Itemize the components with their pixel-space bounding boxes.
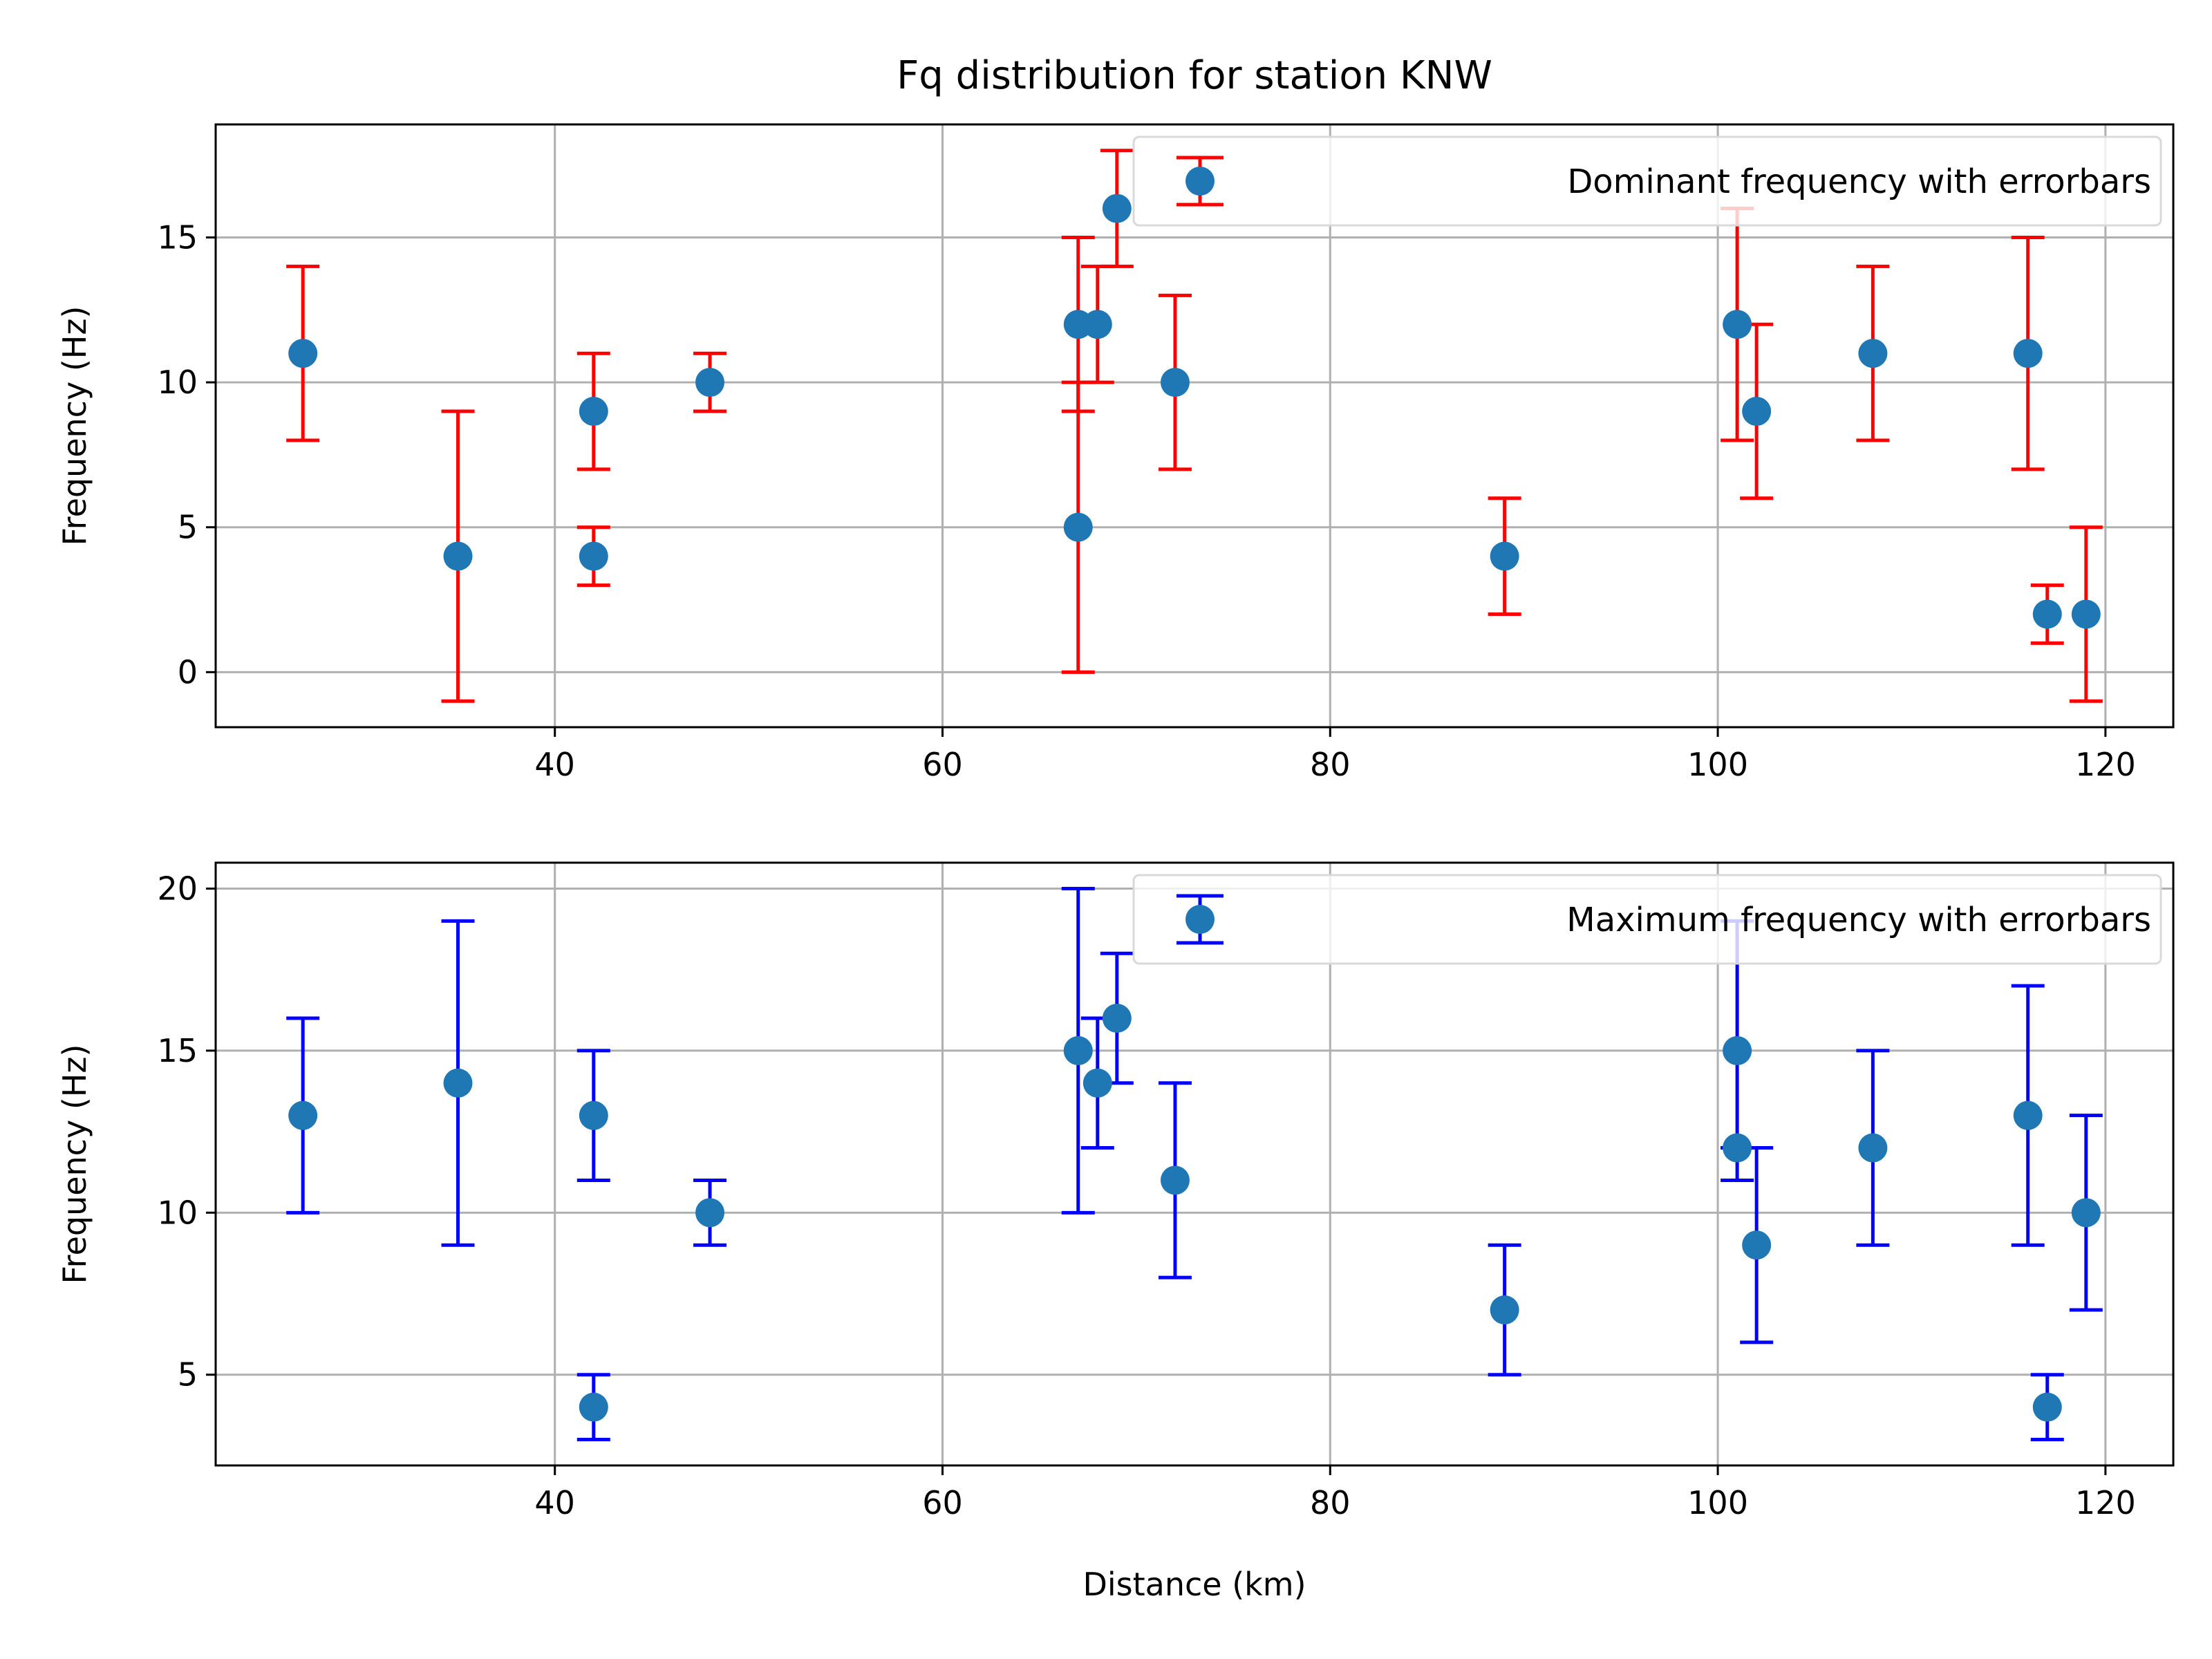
bottom-subplot: 40 60 80 100 120 5 10 15 20 Frequency (Hz) Distanc… [56,861,2175,1603]
chart-1-legend-box [1132,874,2162,965]
chart-1-axes-frame [214,861,2175,1467]
chart-1-data-point [1490,1295,1519,1324]
chart-1-legend-label: Maximum frequency with errorbars [1566,901,2151,939]
chart-0-legend-marker [1185,167,1215,196]
chart-0-x-tick-label: 60 [922,746,963,783]
chart-1-x-tick-label: 80 [1310,1484,1351,1521]
chart-0-data-point [1063,512,1093,542]
chart-1-data-point [1063,1035,1093,1065]
chart-0-x-tick-label: 80 [1310,746,1351,783]
top-subplot: 40 60 80 100 120 0 5 10 15 Frequency (Hz) Dominant… [56,123,2175,783]
chart-1-y-tick-label: 15 [157,1032,198,1069]
chart-0-x-tick-label: 40 [534,746,575,783]
chart-1-data-point [579,1392,608,1422]
chart-1-y-tick-label: 20 [157,870,198,908]
chart-0-data-point [1102,194,1132,223]
chart-1-x-tick-label: 40 [534,1484,575,1521]
chart-0-y-axis-label: Frequency (Hz) [56,306,93,546]
chart-1-data-point [1858,1133,1888,1163]
figure-title: Fq distribution for station KNW [897,53,1492,98]
chart-1-data-point [443,1068,473,1098]
chart-1-data-point [579,1100,608,1130]
chart-0-y-tick-label: 0 [178,653,198,691]
chart-1-y-axis-label: Frequency (Hz) [56,1044,93,1284]
chart-0-data-point [288,339,318,368]
chart-0-data-point [2071,599,2101,629]
chart-0-data-point [2013,339,2043,368]
chart-0-data-point [1723,310,1752,339]
chart-1-data-point [1160,1165,1190,1195]
chart-0-data-point [1490,541,1519,571]
chart-0-y-tick-label: 10 [157,364,198,401]
chart-0-data-point [1082,310,1112,339]
chart-0-data-point [579,541,608,571]
chart-1-data-point [1723,1035,1752,1065]
chart-0-data-point [443,541,473,571]
chart-1-x-tick-label: 100 [1687,1484,1748,1521]
chart-1-data-point [288,1100,318,1130]
chart-1-data-point [2071,1198,2101,1228]
chart-1-x-tick-label: 60 [922,1484,963,1521]
chart-1-x-axis-label: Distance (km) [1082,1566,1306,1603]
chart-0-axes-frame [214,123,2175,729]
chart-1-y-tick-label: 5 [178,1356,198,1394]
chart-0-x-tick-label: 100 [1687,746,1748,783]
chart-0-x-tick-label: 120 [2075,746,2136,783]
chart-1-data-point [2013,1100,2043,1130]
chart-1-x-tick-label: 120 [2075,1484,2136,1521]
chart-1-data-point [1723,1133,1752,1163]
chart-1-y-tick-label: 10 [157,1194,198,1231]
chart-0-data-point [1742,397,1772,427]
chart-0-data-point [1160,368,1190,397]
chart-1-data-point [1102,1004,1132,1033]
chart-0-data-point [1858,339,1888,368]
chart-0-legend-box [1132,135,2162,227]
chart-1-data-point [2032,1392,2062,1422]
chart-1-data-point [1742,1230,1772,1260]
chart-0-y-tick-label: 15 [157,219,198,256]
chart-0-legend-label: Dominant frequency with errorbars [1567,162,2151,201]
chart-1-data-point [1082,1068,1112,1098]
chart-0-data-point [695,368,725,397]
chart-0-data-point [2032,599,2062,629]
chart-0-y-tick-label: 5 [178,509,198,546]
chart-0-data-point [579,397,608,427]
chart-1-legend-marker [1185,905,1215,934]
chart-1-data-point [695,1198,725,1228]
